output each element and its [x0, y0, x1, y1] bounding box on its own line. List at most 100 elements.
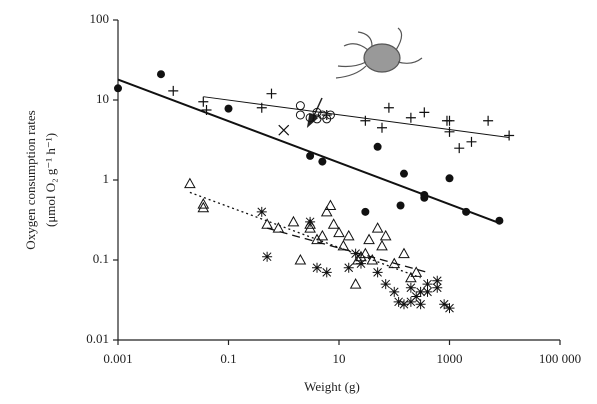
- data-point: [261, 218, 273, 229]
- data-point: [361, 207, 370, 216]
- data-point: [184, 177, 196, 189]
- data-point: [321, 267, 332, 278]
- data-point: [266, 88, 277, 99]
- data-point: [349, 278, 362, 289]
- data-point: [312, 114, 322, 124]
- data-point: [325, 110, 335, 120]
- data-point: [294, 253, 307, 265]
- fit-line: [203, 96, 510, 138]
- data-point: [393, 296, 404, 307]
- data-point: [432, 275, 443, 286]
- data-point: [376, 239, 388, 251]
- data-point: [311, 233, 323, 245]
- data-point: [415, 286, 426, 297]
- data-point: [272, 222, 285, 233]
- data-point: [444, 126, 455, 137]
- data-point: [197, 201, 210, 213]
- data-point: [359, 247, 372, 259]
- y-tick-label: 10: [96, 91, 109, 106]
- y-tick-label: 100: [90, 11, 110, 26]
- data-point: [256, 206, 267, 217]
- data-point: [350, 248, 361, 259]
- data-point: [201, 104, 212, 115]
- data-point: [466, 136, 477, 147]
- data-point: [495, 216, 504, 225]
- data-point: [224, 104, 233, 113]
- data-point: [411, 291, 422, 302]
- data-point: [324, 199, 337, 211]
- y-axis-label: Oxygen consumption rates: [23, 110, 38, 249]
- data-point: [444, 115, 455, 126]
- data-point: [306, 151, 315, 160]
- x-tick-label: 10: [333, 351, 346, 366]
- fit-line: [117, 78, 500, 224]
- data-point: [398, 299, 409, 310]
- data-point: [415, 299, 426, 310]
- data-point: [405, 282, 416, 293]
- data-point: [287, 215, 300, 227]
- data-point: [399, 169, 408, 178]
- data-point: [168, 85, 179, 96]
- y-axis-label: (μmol O₂ g⁻¹ h⁻¹): [43, 133, 58, 227]
- data-point: [363, 233, 375, 245]
- data-point: [454, 143, 465, 154]
- data-point: [380, 279, 391, 290]
- data-point: [304, 222, 316, 233]
- data-point: [278, 124, 290, 136]
- data-point: [295, 101, 305, 111]
- data-point: [419, 107, 430, 118]
- y-tick-label: 1: [103, 171, 110, 186]
- data-point: [262, 251, 273, 262]
- data-point: [318, 157, 327, 166]
- data-point: [376, 122, 387, 133]
- data-point: [366, 253, 379, 265]
- data-point: [432, 282, 443, 293]
- data-point: [422, 279, 433, 290]
- data-point: [256, 102, 267, 113]
- data-point: [371, 222, 384, 233]
- data-point: [445, 174, 454, 183]
- data-point: [372, 267, 383, 278]
- data-point: [316, 229, 329, 241]
- data-point: [405, 271, 417, 283]
- data-point: [312, 107, 322, 117]
- x-axis-label: Weight (g): [304, 379, 360, 394]
- data-point: [373, 142, 382, 151]
- x-tick-label: 100 000: [539, 351, 581, 366]
- data-point: [295, 110, 305, 120]
- data-point: [114, 84, 122, 93]
- data-point: [504, 130, 515, 141]
- data-point: [312, 262, 323, 273]
- data-point: [462, 207, 471, 216]
- data-point: [156, 70, 165, 79]
- data-point: [360, 115, 371, 126]
- data-point: [410, 266, 423, 277]
- data-point: [342, 229, 355, 241]
- octopus-illustration: [335, 27, 423, 79]
- data-point: [398, 247, 410, 259]
- data-point: [383, 102, 394, 113]
- data-point: [333, 226, 345, 238]
- data-point: [396, 201, 405, 210]
- data-point: [379, 229, 392, 241]
- data-point: [388, 257, 401, 269]
- data-point: [198, 96, 209, 107]
- data-point: [305, 216, 316, 227]
- data-point: [444, 303, 455, 314]
- data-point: [197, 198, 210, 209]
- y-tick-label: 0.1: [93, 251, 109, 266]
- data-point: [305, 113, 315, 123]
- data-point: [389, 286, 400, 297]
- fit-line: [189, 191, 421, 279]
- data-point: [405, 112, 416, 123]
- data-point: [439, 299, 450, 310]
- x-tick-label: 0.1: [220, 351, 236, 366]
- data-point: [405, 296, 416, 307]
- data-point: [420, 193, 429, 202]
- data-point: [320, 205, 333, 217]
- data-point: [343, 262, 354, 273]
- data-point: [327, 218, 340, 229]
- data-point: [483, 115, 494, 126]
- y-tick-label: 0.01: [86, 331, 109, 346]
